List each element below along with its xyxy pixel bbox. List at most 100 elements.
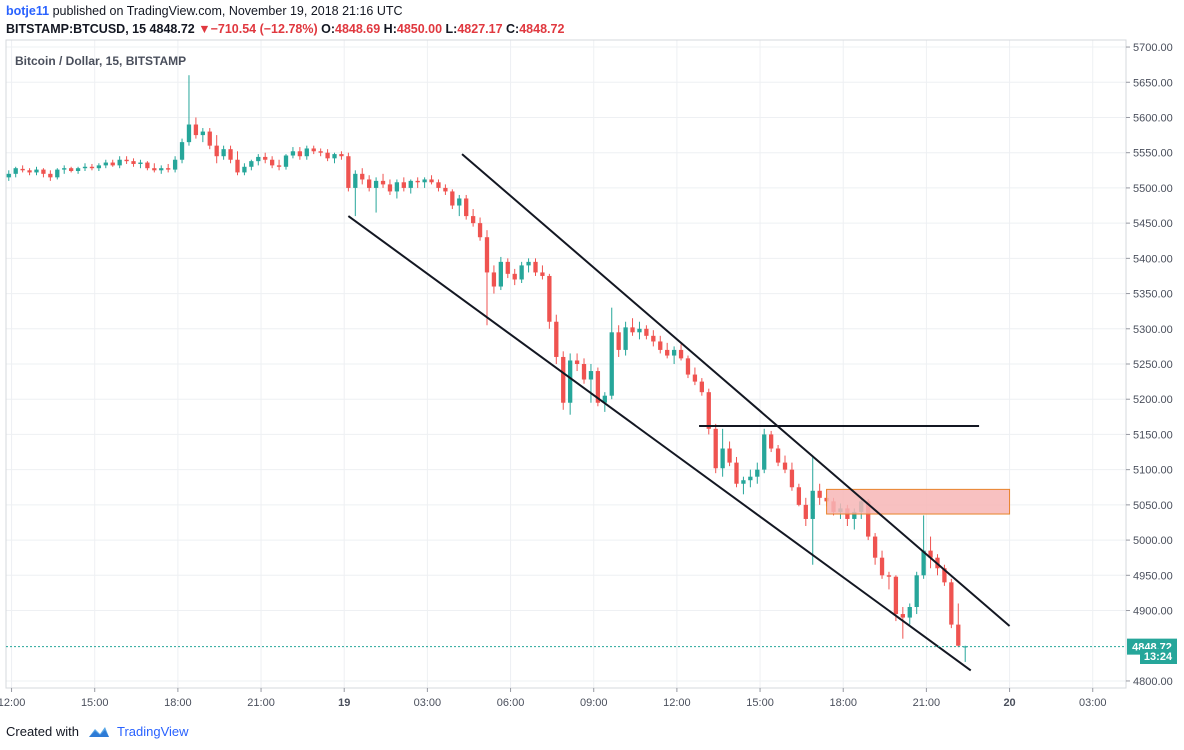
candle-body [304,148,309,157]
candle-body [200,131,205,136]
price-tick-label: 5150.00 [1133,429,1173,441]
candle-body [789,469,795,488]
candle-body [956,624,961,646]
down-arrow-icon: ▼ [198,22,211,36]
time-tick-label: 09:00 [580,697,608,709]
low-label: L: [445,22,458,36]
price-tick-label: 5600.00 [1133,112,1173,124]
candle-body [457,198,462,206]
price-tick-label: 4950.00 [1133,570,1173,582]
candle-body [387,184,393,192]
time-tick-label: 15:00 [81,697,109,709]
candle-body [450,191,455,206]
candle-body [547,275,552,322]
price-tick-label: 5200.00 [1133,394,1173,406]
candle-body [332,154,337,159]
candle-body [172,159,178,170]
candle-body [290,151,296,156]
channel-lower-line[interactable] [347,215,972,672]
candle-body [775,448,781,463]
candle-body [96,165,102,169]
candle-body [491,272,497,287]
time-tick-label: 20 [1003,697,1015,709]
price-tick-label: 5000.00 [1133,535,1173,547]
candle-body [166,168,171,170]
candle-body [110,162,115,166]
candle-body [879,557,885,576]
candle-body [484,237,490,273]
candle-body [796,487,802,505]
grid [6,40,1126,688]
candle-body [928,550,933,558]
time-tick-label: 18:00 [829,697,857,709]
candle-body [810,490,815,519]
candle-body [699,381,704,393]
open-value: 4848.69 [335,22,381,36]
tradingview-link[interactable]: TradingView [116,724,189,739]
candle-body [380,180,386,185]
candle-body [325,152,330,159]
author-link[interactable]: botje11 [6,4,50,18]
price-change: −710.54 (−12.78%) [210,22,318,36]
candle-body [138,162,143,164]
candle-body [62,168,67,170]
published-text: published on TradingView.com, November 1… [52,4,403,18]
candle-body [671,349,677,356]
open-label: O: [321,22,335,36]
footer: Created with TradingView [6,724,189,739]
drawings[interactable] [347,153,1011,672]
candle-body [415,180,420,183]
chart-title: Bitcoin / Dollar, 15, BITSTAMP [15,54,186,68]
candle-body [581,364,587,380]
candle-body [658,341,663,350]
candle-body [540,272,545,276]
candle-body [526,261,531,266]
candle-body [554,321,559,357]
price-tick-label: 5050.00 [1133,500,1173,512]
candle-body [69,168,74,172]
price-tick-label: 4800.00 [1133,676,1173,688]
symbol-info: BITSTAMP:BTCUSD, 15 4848.72 ▼−710.54 (−1… [6,22,564,36]
candle-body [470,216,476,224]
candle-body [20,168,25,171]
price-tick-label: 5550.00 [1133,148,1173,160]
candle-body [942,568,947,583]
candle-body [401,182,406,188]
candle-body [367,179,372,188]
channel-upper-line[interactable] [461,153,1011,627]
candle-body [256,156,261,162]
time-tick-label: 19 [338,697,350,709]
candle-body [276,165,282,167]
candles [6,75,968,662]
candle-body [394,182,400,192]
candle-body [886,575,892,577]
candle-body [630,327,635,333]
candle-body [228,149,233,160]
candle-body [89,166,95,169]
candle-body [872,536,878,558]
price-tick-label: 5300.00 [1133,324,1173,336]
candle-body [75,168,81,172]
candle-body [373,180,379,188]
price-chart[interactable]: Bitcoin / Dollar, 15, BITSTAMP 5700.00 56… [0,0,1184,720]
candle-body [755,469,760,477]
candle-body [769,434,774,449]
candle-body [588,371,594,380]
candle-body [734,462,739,484]
price-tick-label: 5450.00 [1133,218,1173,230]
price-tick-label: 4900.00 [1133,606,1173,618]
candle-body [852,511,857,519]
close-value: 4848.72 [519,22,565,36]
candle-body [179,142,185,160]
countdown-text: 13:24 [1144,651,1173,663]
candle-body [651,335,656,342]
candle-body [720,448,725,469]
candle-body [117,159,122,166]
time-tick-label: 06:00 [497,697,525,709]
candle-body [34,169,39,173]
candle-body [214,145,219,157]
candle-body [27,170,32,173]
price-tick-label: 5400.00 [1133,253,1173,265]
candle-body [145,162,150,169]
candle-body [186,124,192,143]
